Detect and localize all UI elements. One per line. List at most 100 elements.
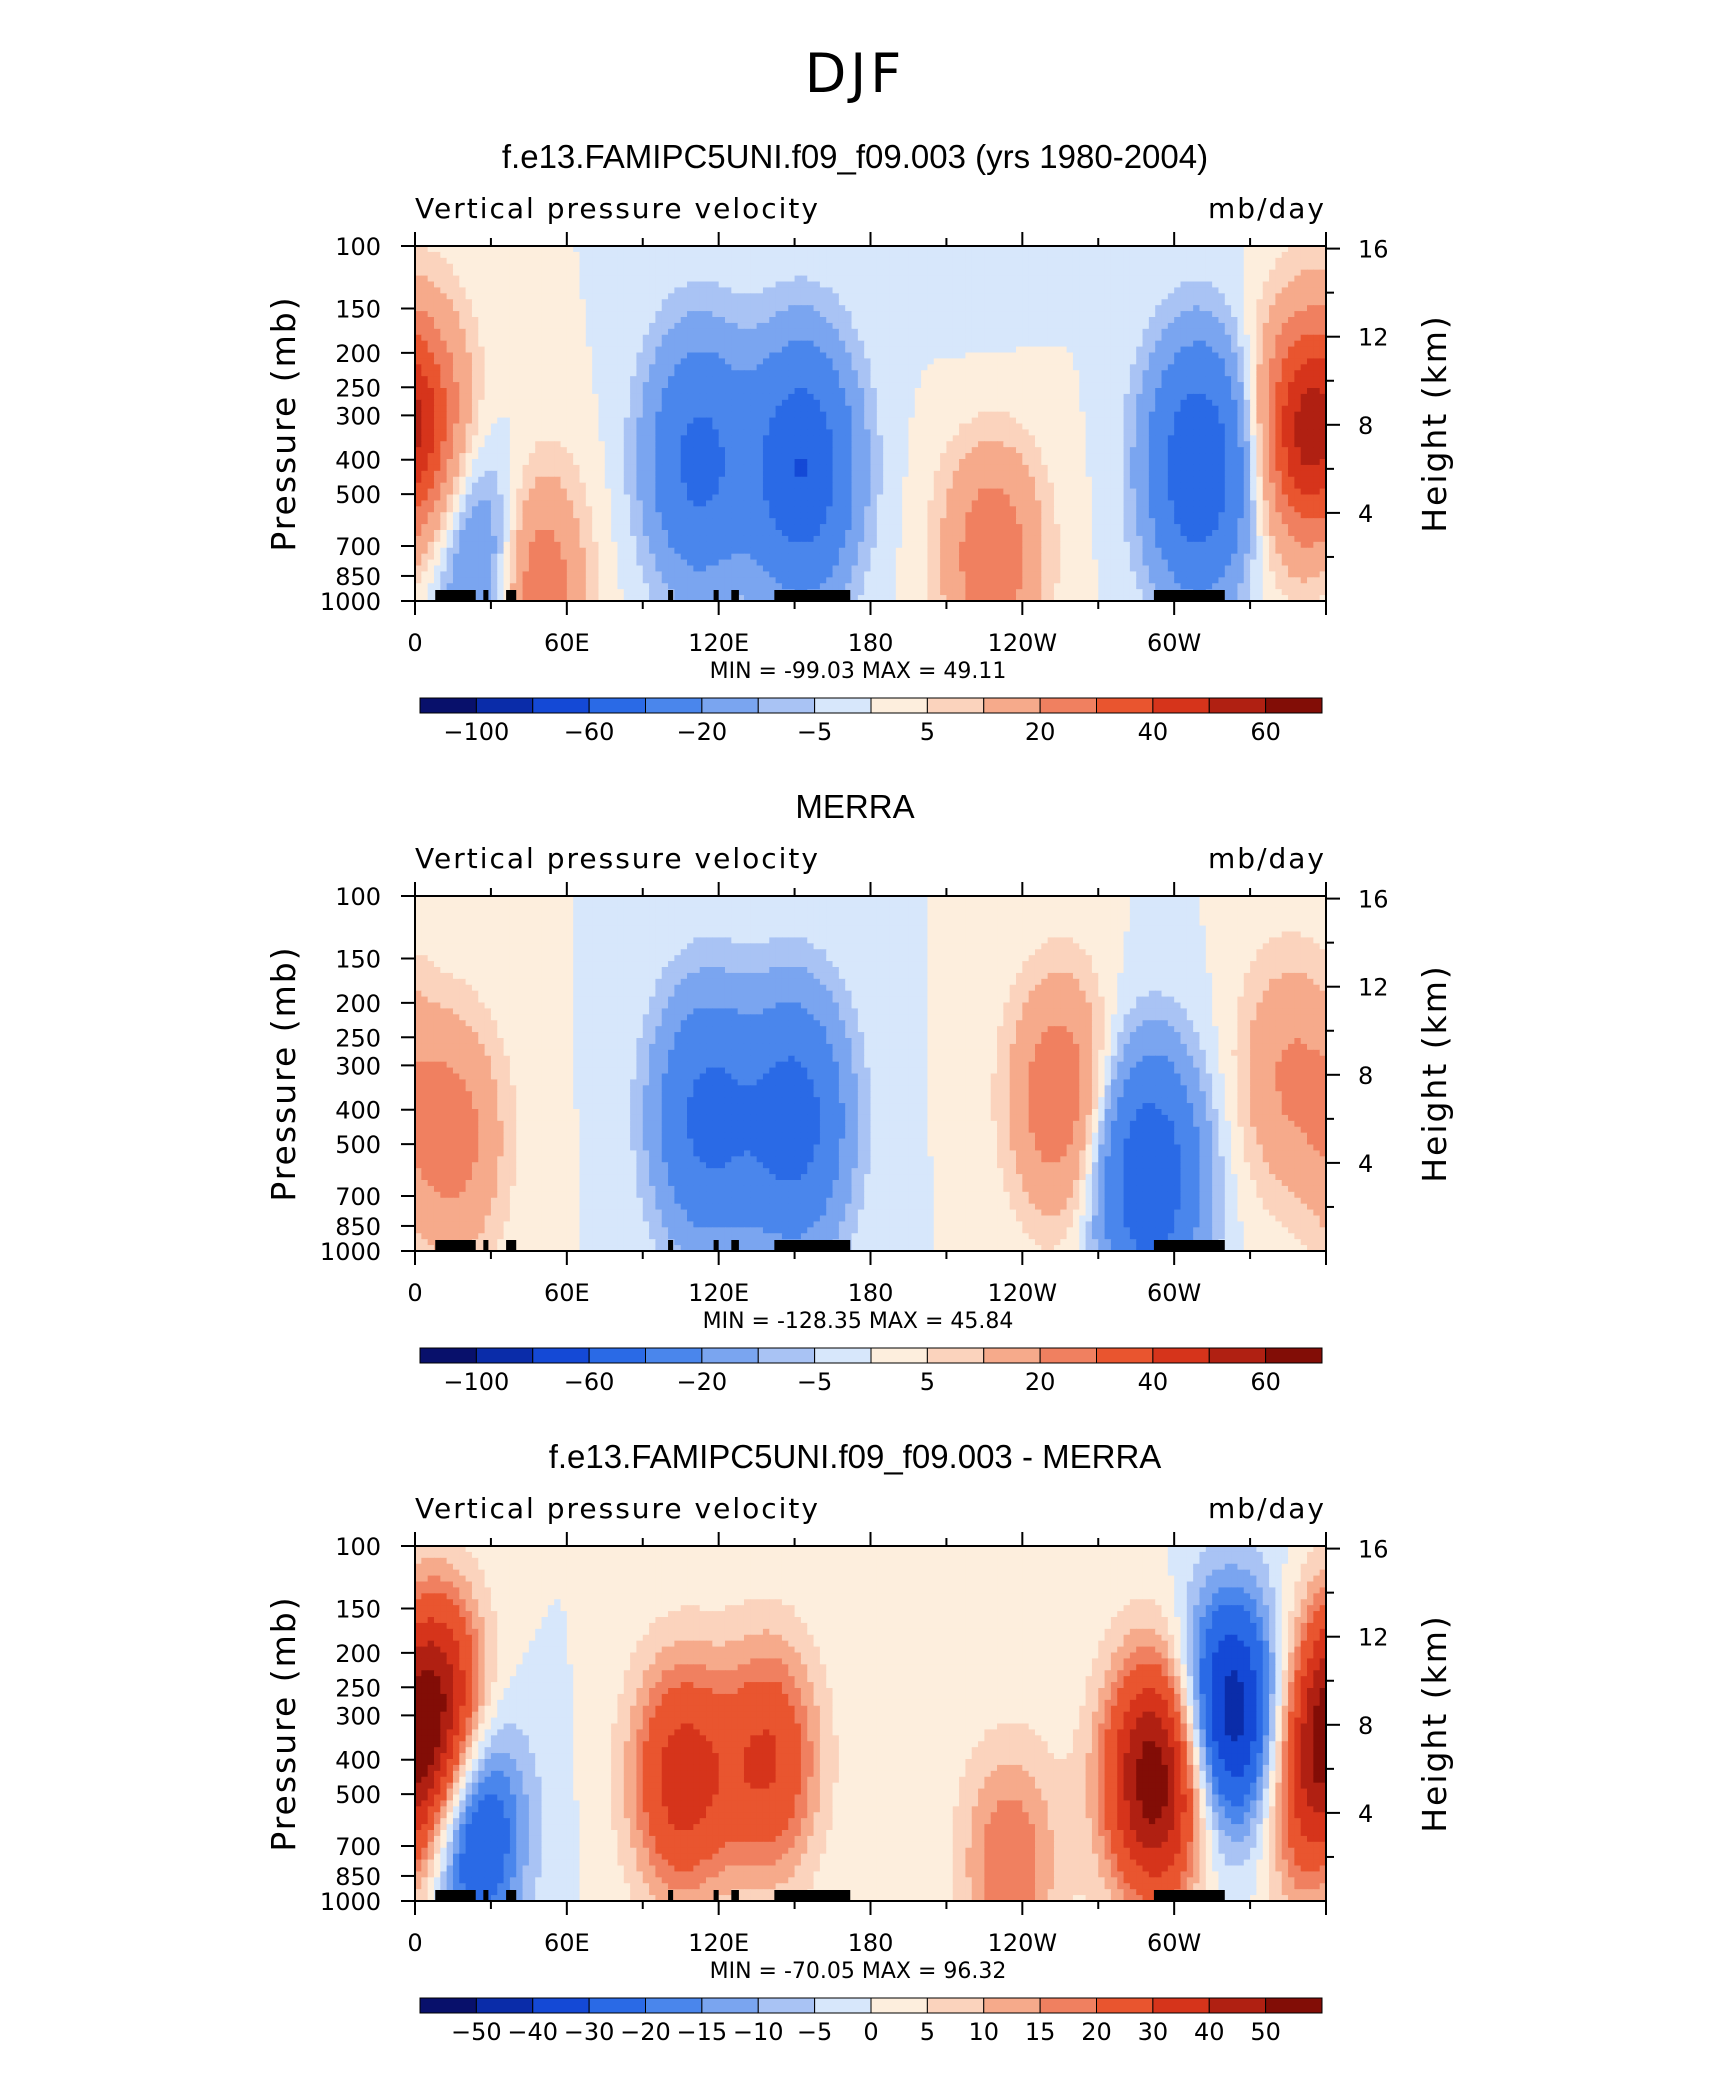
- field-cell: [997, 251, 1004, 259]
- field-cell: [756, 382, 764, 389]
- field-cell: [1098, 405, 1106, 413]
- field-cell: [800, 352, 808, 360]
- field-cell: [1161, 435, 1169, 442]
- field-cell: [630, 382, 638, 389]
- field-cell: [554, 281, 562, 289]
- field-cell: [1028, 281, 1036, 289]
- field-cell: [1275, 405, 1283, 413]
- field-cell: [895, 334, 903, 342]
- field-cell: [1028, 382, 1036, 389]
- field-cell: [788, 364, 796, 371]
- field-cell: [1009, 411, 1017, 419]
- field-cell: [680, 346, 688, 354]
- field-cell: [1034, 399, 1042, 407]
- field-cell: [769, 293, 777, 300]
- field-cell: [1313, 441, 1321, 448]
- field-cell: [826, 334, 834, 342]
- field-cell: [585, 246, 593, 253]
- field-cell: [598, 322, 606, 330]
- field-cell: [636, 382, 644, 389]
- field-cell: [1009, 399, 1017, 407]
- field-cell: [775, 317, 783, 324]
- field-cell: [566, 317, 574, 324]
- field-cell: [731, 334, 739, 342]
- field-cell: [990, 346, 998, 354]
- field-cell: [731, 269, 739, 277]
- field-cell: [1313, 364, 1321, 371]
- field-cell: [579, 311, 587, 318]
- field-cell: [927, 299, 935, 306]
- field-cell: [1186, 305, 1194, 312]
- field-cell: [1072, 257, 1080, 265]
- field-cell: [876, 393, 884, 401]
- field-cell: [1256, 251, 1264, 259]
- field-cell: [465, 334, 473, 342]
- field-cell: [592, 263, 600, 271]
- field-cell: [1307, 311, 1314, 318]
- field-cell: [497, 393, 505, 401]
- field-cell: [490, 251, 498, 259]
- field-cell: [630, 322, 638, 330]
- field-cell: [845, 435, 853, 442]
- field-cell: [655, 257, 663, 265]
- field-cell: [623, 405, 631, 413]
- field-cell: [478, 257, 486, 265]
- field-cell: [693, 364, 701, 371]
- field-cell: [1041, 399, 1049, 407]
- field-cell: [984, 352, 992, 360]
- field-cell: [724, 423, 732, 431]
- field-cell: [1123, 263, 1131, 271]
- field-cell: [1313, 423, 1321, 431]
- field-cell: [503, 447, 511, 454]
- field-cell: [1237, 305, 1245, 312]
- field-cell: [832, 376, 840, 383]
- field-cell: [1028, 287, 1036, 294]
- field-cell: [693, 340, 701, 348]
- field-cell: [1123, 405, 1131, 413]
- field-cell: [819, 299, 827, 306]
- field-cell: [465, 305, 473, 312]
- field-cell: [617, 293, 625, 300]
- field-cell: [516, 257, 524, 265]
- field-cell: [965, 382, 973, 389]
- field-cell: [838, 263, 846, 271]
- field-cell: [509, 334, 517, 342]
- field-cell: [819, 388, 827, 395]
- field-cell: [718, 399, 726, 407]
- field-cell: [1136, 281, 1144, 289]
- field-cell: [762, 251, 770, 259]
- field-cell: [1199, 358, 1207, 365]
- field-cell: [1117, 293, 1125, 300]
- field-cell: [1313, 370, 1321, 377]
- field-cell: [1098, 340, 1106, 348]
- field-cell: [1288, 263, 1295, 271]
- field-cell: [952, 257, 960, 265]
- field-cell: [497, 317, 505, 324]
- field-cell: [1053, 340, 1061, 348]
- field-cell: [680, 370, 688, 377]
- field-cell: [617, 393, 625, 401]
- field-cell: [1212, 263, 1220, 271]
- field-cell: [1256, 263, 1264, 271]
- field-cell: [857, 346, 865, 354]
- field-cell: [1205, 382, 1213, 389]
- field-cell: [1079, 340, 1087, 348]
- field-cell: [554, 435, 562, 442]
- field-cell: [617, 251, 625, 259]
- field-cell: [547, 393, 555, 401]
- field-cell: [566, 352, 574, 360]
- field-cell: [1085, 417, 1093, 425]
- field-cell: [522, 447, 530, 454]
- field-cell: [446, 441, 454, 448]
- field-cell: [876, 364, 884, 371]
- field-cell: [1016, 275, 1023, 283]
- field-cell: [1212, 317, 1220, 324]
- field-cell: [946, 269, 954, 277]
- field-cell: [1174, 305, 1182, 312]
- field-cell: [446, 411, 454, 419]
- field-cell: [946, 346, 954, 354]
- field-cell: [421, 376, 429, 383]
- field-cell: [674, 317, 682, 324]
- field-cell: [680, 399, 688, 407]
- field-cell: [465, 429, 473, 436]
